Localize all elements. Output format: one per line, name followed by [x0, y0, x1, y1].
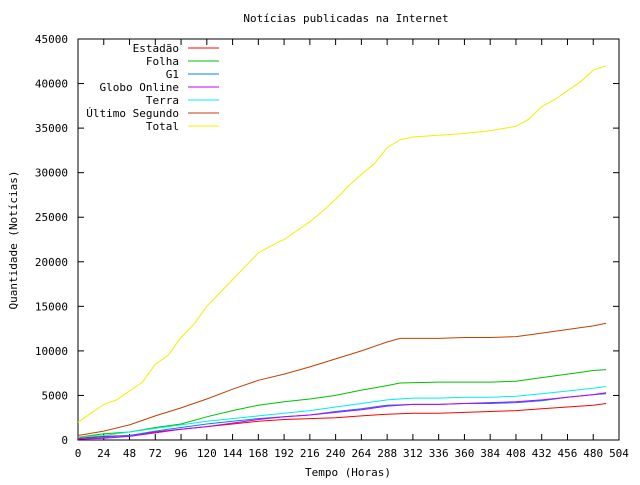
- series-line: [77, 65, 607, 423]
- y-tick-label: 5000: [42, 389, 69, 402]
- x-tick-label: 216: [300, 447, 320, 460]
- x-tick-label: 456: [558, 447, 578, 460]
- x-tick-label: 168: [248, 447, 268, 460]
- y-tick-label: 40000: [35, 78, 68, 91]
- series-line: [77, 369, 607, 438]
- x-tick-label: 96: [174, 447, 187, 460]
- x-tick-label: 144: [223, 447, 243, 460]
- legend-label: Globo Online: [100, 81, 179, 94]
- x-tick-label: 480: [583, 447, 603, 460]
- x-tick-label: 504: [609, 447, 629, 460]
- x-tick-label: 0: [75, 447, 82, 460]
- x-tick-label: 288: [377, 447, 397, 460]
- chart-title: Notícias publicadas na Internet: [243, 12, 448, 25]
- series-line: [77, 322, 607, 436]
- legend-label: Terra: [146, 94, 179, 107]
- x-tick-label: 240: [326, 447, 346, 460]
- legend-label: G1: [166, 68, 179, 81]
- y-tick-label: 0: [61, 434, 68, 447]
- y-tick-label: 25000: [35, 211, 68, 224]
- y-axis-label: Quantidade (Notícias): [7, 170, 20, 309]
- y-tick-label: 30000: [35, 167, 68, 180]
- legend-label: Último Segundo: [86, 107, 179, 120]
- x-tick-label: 120: [197, 447, 217, 460]
- y-tick-label: 10000: [35, 345, 68, 358]
- series-line: [77, 393, 607, 440]
- series-lines: [77, 65, 607, 440]
- x-tick-label: 312: [403, 447, 423, 460]
- x-tick-label: 432: [532, 447, 552, 460]
- x-tick-label: 336: [429, 447, 449, 460]
- y-tick-label: 35000: [35, 122, 68, 135]
- x-tick-label: 384: [480, 447, 500, 460]
- x-tick-label: 360: [454, 447, 474, 460]
- x-tick-label: 48: [123, 447, 136, 460]
- x-tick-label: 408: [506, 447, 526, 460]
- series-line: [77, 392, 607, 440]
- x-axis-label: Tempo (Horas): [305, 466, 391, 479]
- legend-label: Total: [146, 120, 179, 133]
- x-tick-label: 264: [351, 447, 371, 460]
- y-tick-label: 45000: [35, 33, 68, 46]
- y-axis: 0 5000 10000 15000 20000 25000 30000 35000 40000…: [35, 33, 619, 447]
- series-line: [77, 386, 607, 438]
- x-tick-label: 24: [97, 447, 111, 460]
- legend-label: Folha: [146, 55, 179, 68]
- y-tick-label: 15000: [35, 300, 68, 313]
- y-tick-label: 20000: [35, 256, 68, 269]
- legend-label: Estadão: [133, 42, 179, 55]
- x-tick-label: 72: [149, 447, 162, 460]
- plot-frame: [77, 38, 620, 441]
- x-tick-label: 192: [274, 447, 294, 460]
- x-axis: 0 24 48 72 96 120 144 168 192 216 240 264 288 312 336 3…: [75, 39, 629, 460]
